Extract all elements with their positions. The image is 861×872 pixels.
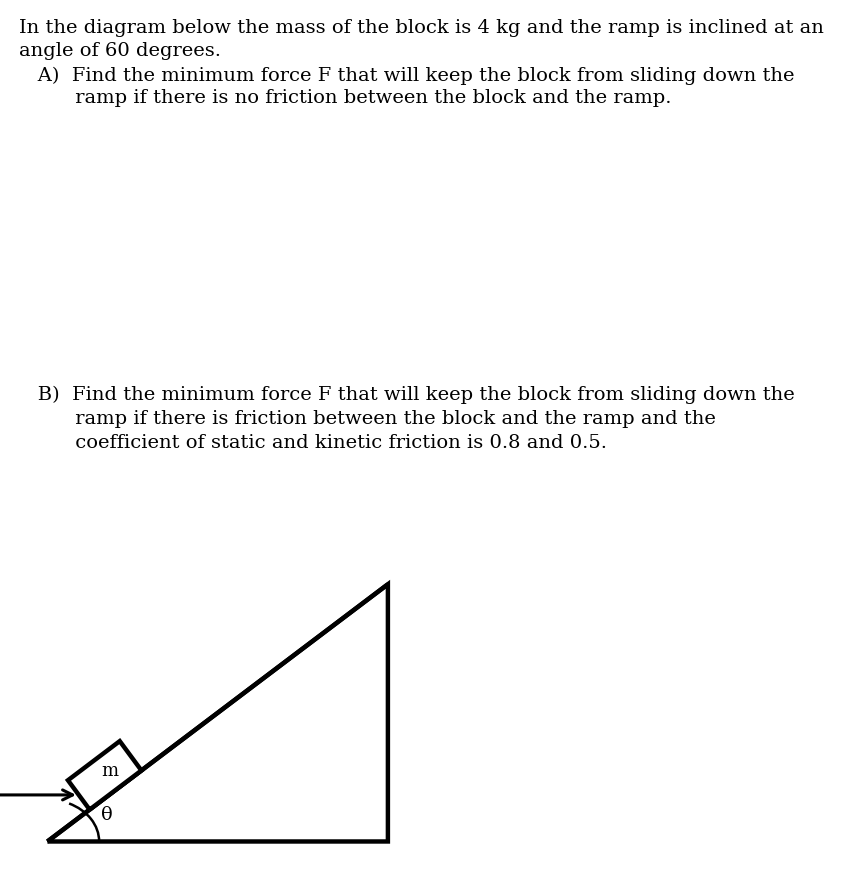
Text: m: m xyxy=(102,762,118,780)
Text: A)  Find the minimum force F that will keep the block from sliding down the: A) Find the minimum force F that will ke… xyxy=(19,66,794,85)
Text: ramp if there is friction between the block and the ramp and the: ramp if there is friction between the bl… xyxy=(19,410,715,428)
Text: In the diagram below the mass of the block is 4 kg and the ramp is inclined at a: In the diagram below the mass of the blo… xyxy=(19,19,823,37)
Polygon shape xyxy=(68,741,141,809)
Text: θ: θ xyxy=(101,806,113,824)
Text: coefficient of static and kinetic friction is 0.8 and 0.5.: coefficient of static and kinetic fricti… xyxy=(19,434,606,453)
Text: B)  Find the minimum force F that will keep the block from sliding down the: B) Find the minimum force F that will ke… xyxy=(19,385,794,404)
Text: ramp if there is no friction between the block and the ramp.: ramp if there is no friction between the… xyxy=(19,89,671,107)
Text: angle of 60 degrees.: angle of 60 degrees. xyxy=(19,42,220,60)
